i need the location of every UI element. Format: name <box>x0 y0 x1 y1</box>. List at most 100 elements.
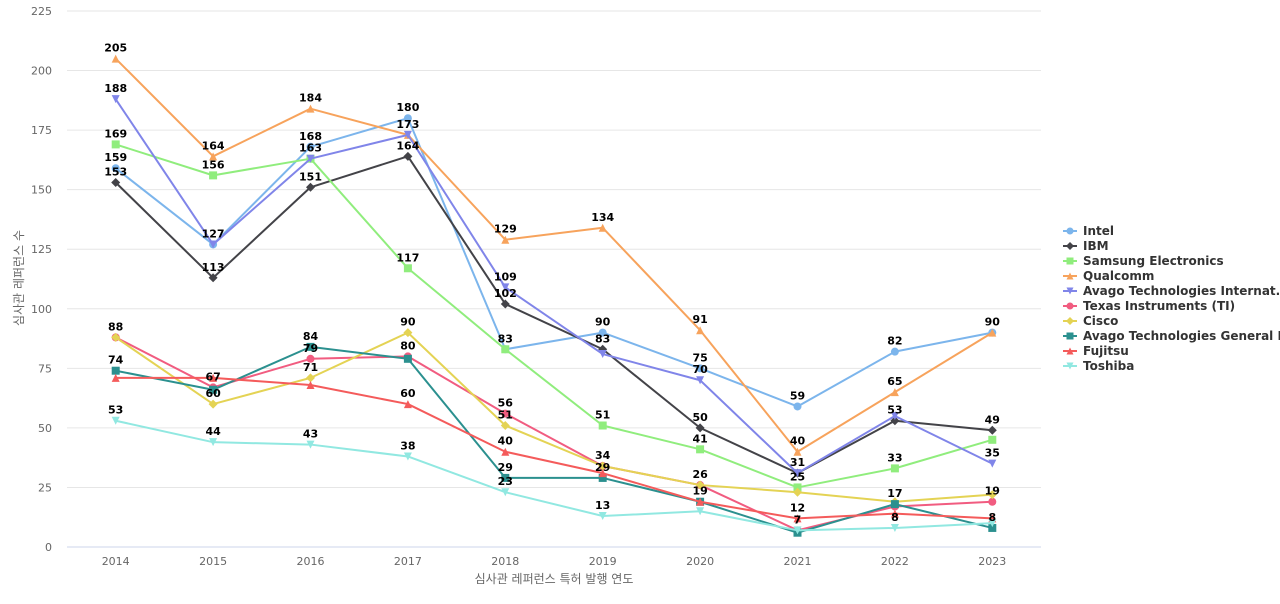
data-point <box>988 328 997 337</box>
legend-item[interactable]: Qualcomm <box>1063 269 1154 283</box>
data-point <box>403 264 412 273</box>
data-label: 75 <box>692 351 707 364</box>
data-point <box>696 497 705 506</box>
data-point <box>306 354 315 363</box>
data-labels: 2051881691591538874531641561271136760441… <box>104 42 1000 527</box>
legend-item[interactable]: Avago Technologies Internat... <box>1063 284 1280 298</box>
data-point <box>598 328 607 337</box>
legend-item[interactable]: Intel <box>1063 224 1114 238</box>
data-label: 180 <box>396 101 419 114</box>
data-label: 159 <box>104 151 127 164</box>
series-line <box>115 143 993 489</box>
data-label: 67 <box>205 370 220 383</box>
data-label: 49 <box>985 413 1000 426</box>
data-point <box>111 178 121 188</box>
legend-item[interactable]: Fujitsu <box>1063 344 1129 358</box>
data-point <box>111 164 120 173</box>
y-tick-label: 175 <box>31 124 52 137</box>
data-point <box>696 507 705 516</box>
y-tick-label: 100 <box>31 303 52 316</box>
data-point <box>501 447 510 456</box>
legend-label: Intel <box>1083 224 1114 238</box>
data-point <box>501 409 510 418</box>
data-point <box>793 526 802 535</box>
x-tick-label: 2015 <box>199 555 227 568</box>
legend-item[interactable]: Avago Technologies General IP <box>1063 329 1280 343</box>
legend-label: Qualcomm <box>1083 269 1154 283</box>
series-line <box>115 331 993 503</box>
data-label: 31 <box>790 456 805 469</box>
data-point <box>598 461 608 471</box>
series-9 <box>111 416 997 535</box>
legend-item[interactable]: Samsung Electronics <box>1063 254 1224 268</box>
series-8 <box>111 373 997 523</box>
x-tick-label: 2021 <box>784 555 812 568</box>
data-point <box>501 345 510 354</box>
data-point <box>890 509 899 518</box>
data-label: 164 <box>202 139 225 152</box>
data-point <box>793 469 802 478</box>
data-point <box>987 425 997 435</box>
data-point <box>111 140 120 149</box>
data-point <box>890 523 899 532</box>
data-point <box>501 473 510 482</box>
data-label: 38 <box>400 439 415 452</box>
data-label: 169 <box>104 127 127 140</box>
legend-marker-icon <box>1066 362 1074 370</box>
x-tick-label: 2018 <box>491 555 519 568</box>
y-tick-label: 150 <box>31 184 52 197</box>
data-label: 12 <box>790 501 805 514</box>
data-label: 19 <box>985 485 1000 498</box>
series-line <box>115 376 993 520</box>
legend-marker-icon <box>1066 242 1074 250</box>
data-label: 8 <box>891 511 899 524</box>
data-point <box>988 523 997 532</box>
data-point <box>988 459 997 468</box>
data-label: 60 <box>205 387 221 400</box>
data-label: 65 <box>887 375 902 388</box>
x-tick-label: 2016 <box>297 555 325 568</box>
series-line <box>115 336 993 532</box>
legend-item[interactable]: Texas Instruments (TI) <box>1063 299 1235 313</box>
data-point <box>696 445 705 454</box>
y-tick-label: 0 <box>45 541 52 554</box>
data-point <box>111 95 120 104</box>
legend-item[interactable]: IBM <box>1063 239 1109 253</box>
data-label: 74 <box>108 354 124 367</box>
data-label: 109 <box>494 270 517 283</box>
data-point <box>501 283 510 292</box>
data-point <box>209 438 218 447</box>
data-label: 79 <box>303 342 318 355</box>
data-label: 151 <box>299 170 322 183</box>
data-point <box>598 223 607 232</box>
series-line <box>115 345 993 534</box>
data-point <box>111 332 121 342</box>
data-label: 40 <box>498 435 514 448</box>
data-point <box>306 182 315 192</box>
data-point <box>501 235 510 244</box>
legend-label: IBM <box>1083 239 1109 253</box>
data-label: 70 <box>692 363 708 376</box>
data-label: 127 <box>202 227 225 240</box>
data-point <box>111 54 120 63</box>
data-label: 84 <box>303 330 319 343</box>
data-label: 51 <box>498 409 513 422</box>
data-label: 29 <box>595 461 610 474</box>
data-point <box>111 373 120 382</box>
y-tick-label: 125 <box>31 243 52 256</box>
y-tick-label: 200 <box>31 65 52 78</box>
data-point <box>890 464 899 473</box>
data-point <box>988 519 997 528</box>
legend-label: Avago Technologies Internat... <box>1083 284 1280 298</box>
legend-label: Avago Technologies General IP <box>1083 329 1280 343</box>
data-point <box>793 483 802 492</box>
legend-marker-icon <box>1066 272 1074 280</box>
legend-item[interactable]: Cisco <box>1063 314 1118 328</box>
legend-item[interactable]: Toshiba <box>1063 359 1134 373</box>
data-label: 82 <box>887 335 902 348</box>
data-point <box>500 299 510 309</box>
